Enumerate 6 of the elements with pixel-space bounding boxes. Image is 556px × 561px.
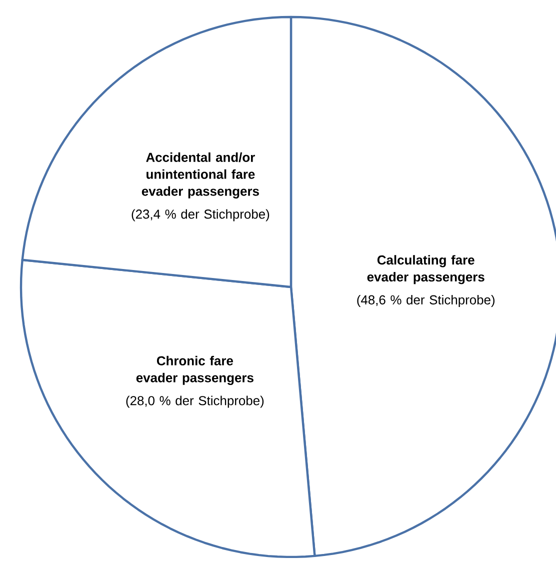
- data-label: (23,4 % der Stichprobe): [132, 209, 270, 222]
- slice-label: Accidental and/or unintentional fare evader passengers: [142, 152, 259, 198]
- slice-label: Calculating fare evader passengers: [367, 255, 484, 284]
- slice-label: Chronic fare evader passengers: [136, 356, 254, 385]
- data-label: (28,0 % der Stichprobe): [126, 396, 264, 408]
- data-label: (48,6 % der Stichprobe): [357, 294, 494, 308]
